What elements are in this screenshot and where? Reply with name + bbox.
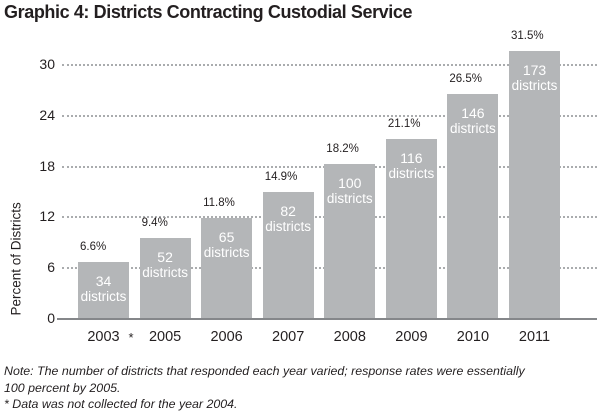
x-tick-label-2010: 2010	[456, 329, 490, 345]
x-tick-label-2006: 2006	[210, 329, 243, 345]
bar-percent-label-2007: 14.9%	[264, 170, 298, 183]
bar-unit-label-2005: districts	[142, 265, 188, 281]
bar-count-2006: 65	[218, 229, 235, 246]
x-tick-label-2009: 2009	[395, 329, 428, 345]
bar-2006: 65 districts	[201, 218, 253, 318]
chart-title: Graphic 4: Districts Contracting Custodi…	[4, 2, 413, 22]
x-tick-label-2011: 2011	[518, 329, 551, 345]
bar-unit-label-2010: districts	[450, 120, 496, 136]
bar-2009: 116 districts	[385, 139, 437, 318]
bar-2003: 34 districts	[78, 262, 129, 318]
y-tick-label-24: 24	[39, 106, 55, 123]
x-axis-footnote-asterisk: *	[128, 330, 134, 345]
gridline-y30	[62, 64, 597, 66]
y-tick-label-18: 18	[39, 157, 55, 174]
bar-unit-label-2006: districts	[203, 245, 250, 261]
bar-count-2011: 173	[522, 62, 547, 79]
chart-notes: Note: The number of districts that respo…	[4, 363, 525, 413]
y-tick-label-12: 12	[39, 208, 55, 225]
bar-2011: 173 districts	[509, 51, 560, 318]
bar-percent-label-2005: 9.4%	[141, 217, 168, 230]
bar-unit-label-2011: districts	[511, 78, 558, 94]
x-tick-label-2008: 2008	[333, 329, 366, 345]
x-tick-label-2005: 2005	[148, 329, 182, 345]
bar-2008: 100 districts	[324, 163, 376, 318]
bar-count-2010: 146	[461, 104, 485, 121]
bar-unit-label-2007: districts	[265, 218, 312, 234]
bar-count-2009: 116	[400, 150, 423, 167]
y-tick-label-6: 6	[47, 259, 55, 276]
bar-count-2007: 82	[280, 202, 296, 219]
y-tick-label-30: 30	[39, 56, 55, 72]
note-line-3: * Data was not collected for the year 20…	[4, 397, 238, 411]
bar-percent-label-2008: 18.2%	[326, 142, 359, 155]
bar-2010: 146 districts	[447, 93, 499, 318]
x-tick-label-2007: 2007	[272, 329, 305, 345]
note-line-1: Note: The number of districts that respo…	[4, 364, 525, 378]
bar-unit-label-2008: districts	[326, 190, 373, 206]
bar-unit-label-2003: districts	[80, 289, 127, 305]
bar-percent-label-2003: 6.6%	[80, 241, 107, 254]
x-tick-label-2003: 2003	[87, 329, 120, 345]
bar-count-2008: 100	[338, 174, 362, 191]
y-tick-label-0: 0	[47, 310, 55, 326]
bar-count-2005: 52	[157, 249, 173, 266]
gridline-y24	[62, 114, 597, 117]
bar-percent-label-2009: 21.1%	[387, 118, 421, 131]
note-line-2: 100 percent by 2005.	[4, 380, 121, 395]
bar-2005: 52 districts	[139, 238, 191, 318]
bar-unit-label-2009: districts	[388, 166, 435, 182]
bar-percent-label-2010: 26.5%	[449, 72, 482, 85]
bar-percent-label-2006: 11.8%	[203, 197, 235, 210]
bar-percent-label-2011: 31.5%	[511, 30, 544, 43]
x-axis-baseline	[57, 318, 597, 320]
bar-count-2003: 34	[95, 273, 112, 290]
bar-2007: 82 districts	[262, 191, 314, 318]
